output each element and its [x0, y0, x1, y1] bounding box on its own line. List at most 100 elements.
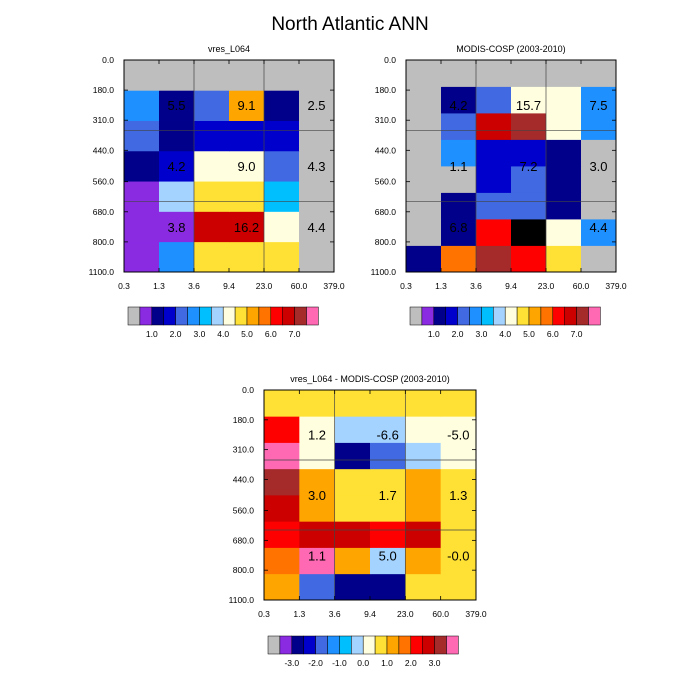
heatmap-cell [334, 521, 371, 548]
heatmap-cell [581, 166, 617, 193]
colorbar-box [327, 635, 340, 655]
heatmap-cell [124, 241, 160, 273]
y-tick-label: 180.0 [233, 415, 255, 425]
colorbar-box [504, 306, 518, 326]
heatmap-cell [299, 416, 336, 443]
heatmap-cell [194, 181, 230, 212]
heatmap-cell [511, 219, 547, 246]
heatmap-cell [440, 521, 477, 548]
colorbar-box [306, 306, 319, 326]
x-tick-label: 1.3 [293, 609, 305, 619]
heatmap-cell [405, 416, 442, 443]
y-tick-label: 440.0 [93, 145, 115, 155]
colorbar-box [362, 635, 376, 655]
heatmap-cell [476, 245, 512, 273]
heatmap-cell [334, 416, 371, 443]
heatmap-cell [159, 211, 195, 243]
heatmap-cell [229, 211, 265, 243]
heatmap-cell [406, 86, 442, 114]
x-tick-label: 379.0 [465, 609, 487, 619]
colorbar-label: 5.0 [523, 329, 535, 339]
panels: vres_L064 0.3 1.3 3.6 9.4 23.0 60.0 379.0 0.0 180… [89, 44, 627, 668]
x-tick-label: 3.6 [470, 281, 482, 291]
heatmap-cell [264, 468, 300, 496]
colorbar-box [279, 635, 293, 655]
heatmap-cell [441, 245, 477, 273]
colorbar-label: 1.0 [146, 329, 158, 339]
heatmap-cell [264, 211, 300, 243]
heatmap-cell [159, 181, 195, 212]
heatmap-cell [299, 211, 335, 243]
colorbar-box [410, 635, 423, 655]
heatmap-cell [194, 241, 230, 273]
heatmap-cell [299, 495, 336, 522]
heatmap-cell [370, 416, 406, 443]
colorbar-label: 1.0 [381, 658, 393, 668]
colorbar-label: 7.0 [571, 329, 583, 339]
heatmap-cell [476, 113, 512, 140]
heatmap-cell [370, 547, 406, 575]
data-label: 4.4 [307, 220, 325, 235]
x-tick-label: 9.4 [223, 281, 235, 291]
heatmap-cell [476, 192, 512, 220]
heatmap-cell [299, 90, 335, 121]
heatmap-cell [476, 219, 512, 246]
heatmap-cell [405, 521, 442, 548]
y-tick-label: 440.0 [233, 474, 255, 484]
colorbar-box [187, 306, 200, 326]
data-label: -0.0 [447, 548, 469, 563]
heatmap-cell [370, 442, 406, 470]
x-tick-label: 23.0 [256, 281, 273, 291]
colorbar-box [457, 306, 470, 326]
heatmap-cell [440, 468, 477, 496]
heatmap-cell [546, 192, 582, 220]
heatmap-cell [334, 547, 371, 575]
panel-title: vres_L064 - MODIS-COSP (2003-2010) [290, 374, 449, 384]
data-label: 4.4 [589, 220, 607, 235]
x-tick-label: 23.0 [397, 609, 414, 619]
data-label: 4.2 [167, 159, 185, 174]
heatmap-cell [511, 60, 547, 87]
heatmap-cell [159, 90, 195, 121]
heatmap-cell [124, 120, 160, 152]
heatmap-cell [264, 416, 300, 443]
colorbar-box [282, 306, 295, 326]
y-tick-label: 560.0 [93, 177, 115, 187]
colorbar-box [433, 306, 446, 326]
colorbar-box [258, 306, 272, 326]
colorbar-box [421, 306, 435, 326]
heatmap-cell [511, 139, 547, 167]
colorbar-label: 7.0 [289, 329, 301, 339]
heatmap-cell [299, 120, 335, 152]
heatmap-cell [581, 219, 617, 246]
y-tick-label: 800.0 [93, 237, 115, 247]
colorbar-box [576, 306, 589, 326]
heatmap-cell [511, 86, 547, 114]
data-label: 1.2 [308, 428, 326, 443]
data-label: 16.2 [234, 220, 259, 235]
heatmap-cell [511, 192, 547, 220]
heatmap-cell [334, 390, 371, 417]
x-tick-label: 0.3 [258, 609, 270, 619]
heatmap-cell [370, 390, 406, 417]
panel-3: vres_L064 - MODIS-COSP (2003-2010) 0.3 1.3… [229, 374, 487, 668]
y-tick-label: 180.0 [375, 85, 397, 95]
y-tick-label: 800.0 [233, 565, 255, 575]
heatmap-cell [264, 60, 300, 91]
colorbar-label: 6.0 [547, 329, 559, 339]
heatmap-cell [299, 521, 336, 548]
colorbar-box [267, 635, 281, 655]
y-tick-label: 180.0 [93, 85, 115, 95]
heatmap-cell [264, 442, 300, 470]
data-label: 1.3 [449, 488, 467, 503]
y-tick-label: 680.0 [233, 535, 255, 545]
heatmap-cell [229, 120, 265, 152]
heatmap-cell [441, 86, 477, 114]
heatmap-cell [370, 573, 406, 601]
colorbar-box [564, 306, 577, 326]
y-tick-label: 800.0 [375, 237, 397, 247]
heatmap-cell [264, 150, 300, 182]
data-label: 4.2 [449, 98, 467, 113]
heatmap-cell [405, 442, 442, 470]
